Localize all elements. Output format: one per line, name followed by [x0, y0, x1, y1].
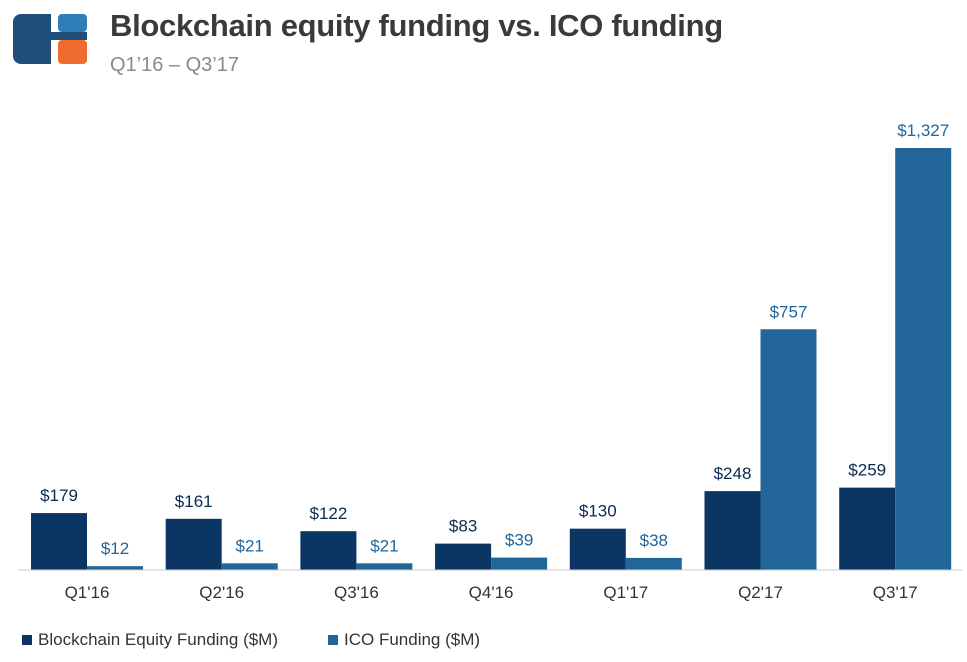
bar-ico	[625, 557, 682, 570]
data-label-equity: $259	[848, 461, 886, 480]
bar-equity	[569, 528, 626, 570]
data-label-ico: $39	[505, 531, 533, 550]
x-tick-label: Q1'17	[603, 583, 648, 602]
x-tick-label: Q2'16	[199, 583, 244, 602]
data-label-equity: $83	[449, 517, 477, 536]
bar-equity	[300, 531, 357, 570]
bar-equity	[165, 518, 222, 570]
bar-ico	[356, 563, 413, 570]
x-tick-label: Q3'17	[873, 583, 918, 602]
data-label-ico: $38	[640, 531, 668, 550]
x-tick-label: Q3'16	[334, 583, 379, 602]
legend-item-ico: ICO Funding ($M)	[328, 630, 480, 650]
logo-blue-shape	[13, 14, 87, 64]
bar-equity	[704, 491, 761, 570]
company-logo	[13, 14, 87, 64]
x-tick-label: Q2'17	[738, 583, 783, 602]
legend-item-equity: Blockchain Equity Funding ($M)	[22, 630, 278, 650]
bar-ico	[895, 148, 952, 570]
chart-subtitle: Q1’16 – Q3’17	[110, 54, 239, 76]
data-label-equity: $130	[579, 502, 617, 521]
x-tick-label: Q1'16	[65, 583, 110, 602]
data-label-ico: $757	[770, 302, 808, 321]
logo-orange-square	[58, 40, 87, 64]
bar-ico	[221, 563, 278, 570]
data-label-equity: $161	[175, 492, 213, 511]
bar-equity	[839, 487, 896, 570]
bar-ico	[87, 566, 143, 570]
data-label-equity: $122	[309, 504, 347, 523]
data-label-ico: $21	[370, 536, 398, 555]
chart-title: Blockchain equity funding vs. ICO fundin…	[110, 8, 723, 43]
data-label-ico: $12	[101, 539, 129, 558]
bar-ico	[491, 557, 548, 570]
data-label-equity: $248	[714, 464, 752, 483]
bar-equity	[31, 513, 87, 570]
data-label-ico: $21	[236, 536, 264, 555]
x-tick-label: Q4'16	[469, 583, 514, 602]
legend-label-ico: ICO Funding ($M)	[344, 630, 481, 649]
legend-swatch-equity	[22, 635, 32, 645]
legend-swatch-ico	[328, 635, 338, 645]
bar-ico	[760, 329, 817, 570]
legend-label-equity: Blockchain Equity Funding ($M)	[38, 630, 279, 649]
data-label-equity: $179	[40, 486, 78, 505]
data-label-ico: $1,327	[897, 121, 949, 140]
bar-equity	[435, 543, 492, 570]
logo-light-square	[58, 14, 87, 32]
